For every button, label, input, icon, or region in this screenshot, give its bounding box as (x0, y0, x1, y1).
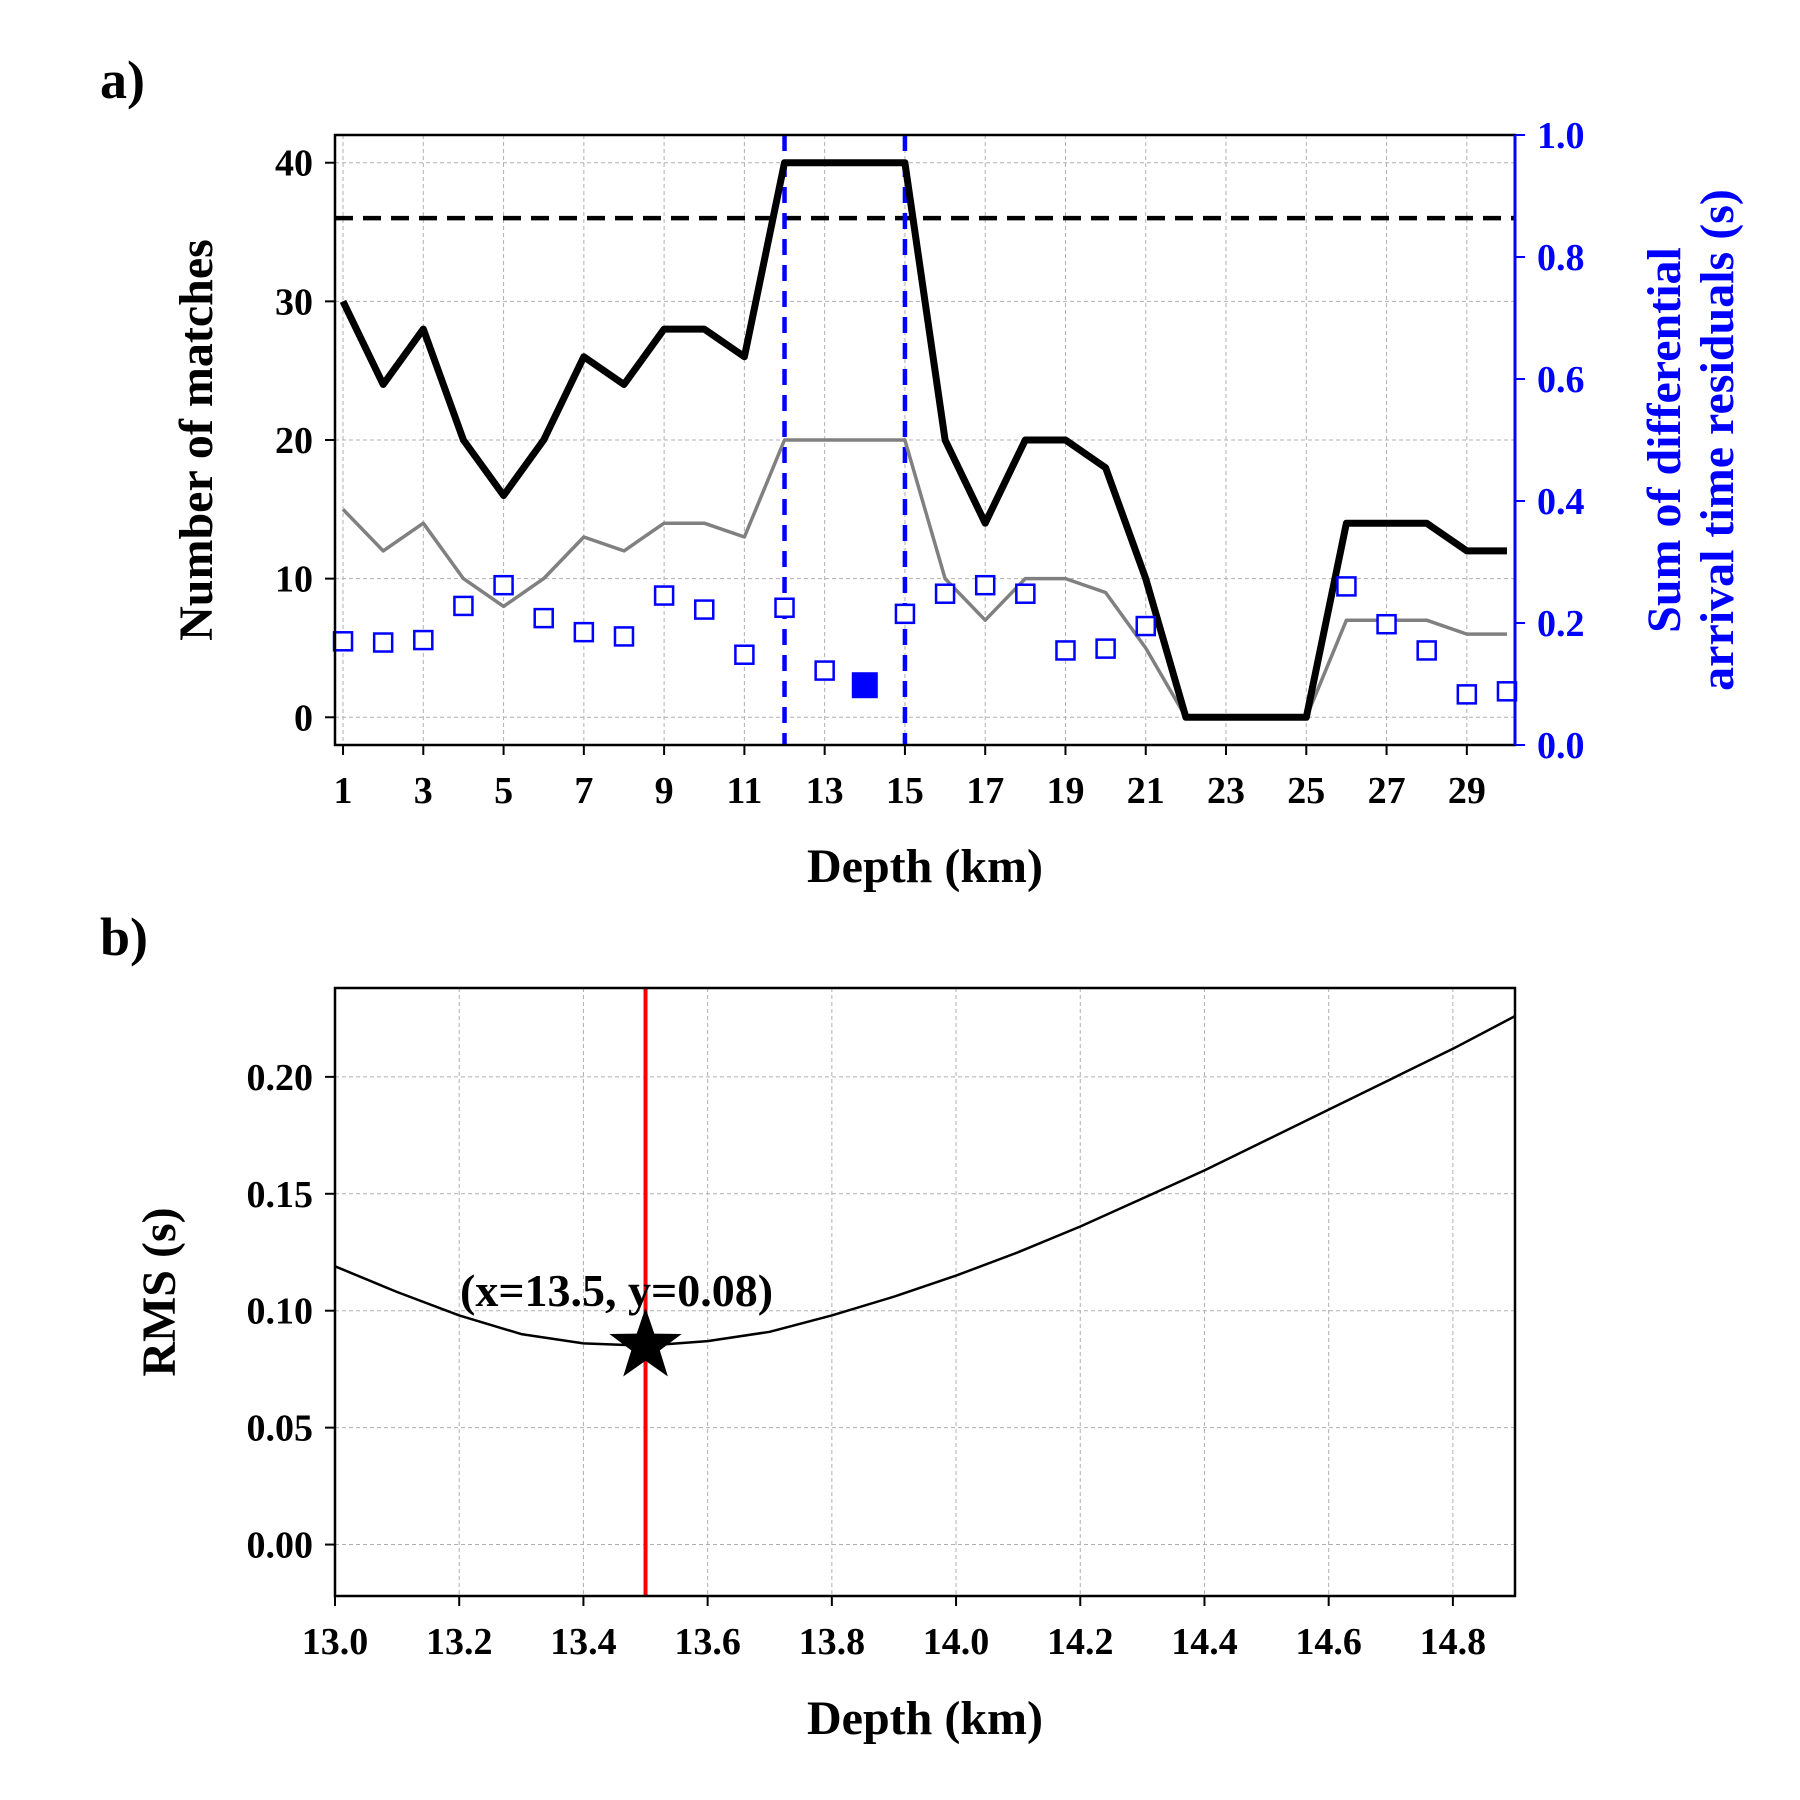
panel-a-y-tick-label: 30 (275, 281, 313, 323)
panel-a-x-tick-label: 15 (886, 770, 924, 812)
panel-a-residual-marker (1055, 640, 1076, 661)
panel-a-residual-marker (573, 621, 595, 643)
panel-b: b) 0.00 0.05 0.10 0.15 0.20 13.0 13.2 13.4 13.6… (100, 907, 1517, 1745)
panel-a-residual-marker (332, 631, 354, 652)
panel-b-x-axis: 13.0 13.2 13.4 13.6 13.8 14.0 14.2 14.4 14.6 14.8 (302, 1596, 1486, 1663)
panel-a-residual-marker (814, 660, 835, 681)
panel-a-x-tick-label: 9 (655, 770, 674, 812)
panel-a-x-tick-label: 1 (334, 770, 353, 812)
panel-a-series-line-black (339, 159, 1507, 721)
panel-a-residual-marker (1456, 684, 1478, 705)
panel-a-y2-tick-label: 0.4 (1537, 481, 1585, 523)
panel-a-residual-marker (1015, 583, 1036, 604)
panel-a-residual-marker (734, 644, 755, 665)
panel-a-x-tick-label: 13 (806, 770, 844, 812)
panel-b-plot-frame (333, 986, 1517, 1598)
panel-a-residual-marker (493, 574, 514, 596)
panel-a-residual-marker (934, 583, 956, 604)
panel-a-x-tick-label: 27 (1368, 770, 1406, 812)
panel-a-x-tick-label: 21 (1127, 770, 1165, 812)
panel-b-y-axis-title: RMS (s) (133, 1207, 186, 1376)
panel-b-x-tick-label: 13.2 (426, 1621, 493, 1663)
panel-a-label: a) (100, 50, 145, 110)
panel-b-y-tick-label: 0.05 (247, 1408, 314, 1450)
panel-b-x-tick-label: 14.4 (1171, 1621, 1238, 1663)
panel-a-x-tick-label: 7 (574, 770, 593, 812)
panel-b-annotation: (x=13.5, y=0.08) (460, 1265, 773, 1316)
panel-a-reference-lines (335, 135, 1515, 745)
panel-a-residual-marker (1416, 640, 1437, 661)
panel-b-x-tick-label: 13.0 (302, 1621, 369, 1663)
panel-a-y2-tick-label: 0.8 (1537, 237, 1585, 279)
panel-a-residual-marker (653, 585, 675, 606)
panel-a-right-axis: 0.0 0.2 0.4 0.6 0.8 1.0 (1513, 115, 1585, 767)
panel-b-x-tick-label: 14.8 (1420, 1621, 1487, 1663)
panel-a-residual-marker (974, 574, 996, 596)
panel-a-x-tick-label: 23 (1207, 770, 1245, 812)
panel-b-rms-curve (334, 1014, 1516, 1348)
panel-b-x-tick-label: 14.0 (923, 1621, 990, 1663)
panel-b-y-tick-label: 0.15 (247, 1174, 314, 1216)
panel-a-residual-marker (453, 595, 474, 617)
panel-a-x-tick-label: 5 (494, 770, 513, 812)
panel-a-residual-marker (694, 599, 715, 620)
panel-b-minimum-star-marker (609, 1307, 682, 1377)
panel-b-x-tick-label: 14.6 (1295, 1621, 1362, 1663)
panel-a-residual-minimum-marker (851, 672, 878, 699)
panel-a-residual-marker (533, 607, 554, 629)
panel-a-residual-marker (1336, 576, 1357, 597)
panel-b-x-tick-label: 13.6 (674, 1621, 741, 1663)
panel-a-y-tick-label: 40 (275, 143, 313, 185)
panel-a-residual-marker (774, 597, 795, 618)
panel-a-residual-marker (413, 629, 434, 651)
panel-a-y2-tick-label: 0.2 (1537, 603, 1585, 645)
panel-a-x-tick-label: 25 (1287, 770, 1325, 812)
panel-a-y2-axis-title-line1: Sum of differential (1638, 247, 1691, 633)
panel-a-series (332, 159, 1518, 721)
panel-a-y-axis-title: Number of matches (170, 239, 223, 641)
panel-a-x-axis: 1 3 5 7 9 11 13 15 17 19 21 23 25 27 29 (334, 745, 1486, 812)
panel-b-label: b) (100, 907, 148, 967)
panel-a-y2-tick-label: 0.6 (1537, 359, 1585, 401)
panel-a-x-tick-label: 3 (414, 770, 433, 812)
panel-a-x-axis-title: Depth (km) (807, 840, 1043, 893)
panel-a-y-tick-label: 20 (275, 420, 313, 462)
panel-a-residual-marker (1496, 681, 1518, 702)
panel-b-y-tick-label: 0.20 (247, 1057, 314, 1099)
panel-b-grid (334, 988, 1515, 1596)
panel-a-residual-marker (1135, 615, 1156, 637)
panel-a-y-tick-label: 0 (294, 697, 313, 739)
panel-a-x-tick-label: 19 (1046, 770, 1084, 812)
panel-a-residual-marker (894, 603, 916, 625)
panel-b-x-tick-label: 13.8 (799, 1621, 866, 1663)
panel-a-left-axis: 0 10 20 30 40 (275, 143, 335, 739)
panel-b-y-tick-label: 0.00 (247, 1525, 314, 1567)
panel-b-x-axis-title: Depth (km) (807, 1692, 1043, 1745)
panel-a-y2-tick-label: 1.0 (1537, 115, 1585, 157)
panel-a-x-tick-label: 29 (1448, 770, 1486, 812)
panel-b-x-tick-label: 14.2 (1047, 1621, 1114, 1663)
panel-a-y-tick-label: 10 (275, 559, 313, 601)
panel-a-residual-marker (613, 626, 635, 647)
panel-a-y2-axis-title-line2: arrival time residuals (s) (1691, 189, 1744, 691)
panel-b-y-tick-label: 0.10 (247, 1291, 314, 1333)
panel-a-x-tick-label: 17 (966, 770, 1004, 812)
panel-a-residual-marker (1095, 638, 1116, 659)
panel-a-residual-marker (372, 632, 394, 653)
panel-b-series (334, 1014, 1516, 1377)
panel-a-residual-marker (1376, 613, 1397, 635)
panel-a-y2-tick-label: 0.0 (1537, 725, 1585, 767)
panel-a-x-tick-label: 11 (726, 770, 762, 812)
panel-b-y-axis: 0.00 0.05 0.10 0.15 0.20 (247, 1057, 335, 1567)
panel-b-x-tick-label: 13.4 (550, 1621, 617, 1663)
